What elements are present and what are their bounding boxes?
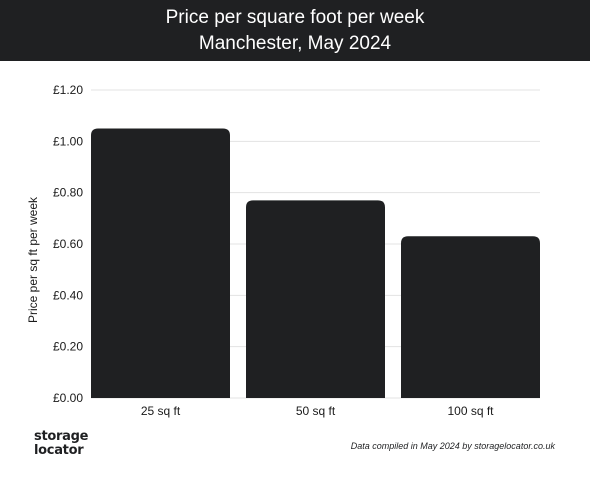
- chart-subtitle: Manchester, May 2024: [198, 33, 392, 54]
- bars: [91, 128, 540, 398]
- y-tick-label: £0.80: [53, 186, 83, 200]
- x-tick-label: 100 sq ft: [447, 404, 494, 418]
- y-tick-label: £0.40: [53, 288, 83, 302]
- storagelocator-logo: storage locator: [34, 430, 154, 458]
- chart-title: Price per square foot per week: [165, 7, 425, 28]
- bar-100-sq-ft: [401, 236, 540, 398]
- chart-header: Price per square foot per week Mancheste…: [0, 0, 590, 61]
- x-axis-ticks: 25 sq ft 50 sq ft 100 sq ft: [141, 404, 494, 418]
- y-tick-label: £0.00: [53, 391, 83, 405]
- y-tick-label: £1.00: [53, 134, 83, 148]
- y-tick-label: £1.20: [53, 83, 83, 97]
- logo-line2: locator: [34, 443, 84, 458]
- y-tick-label: £0.20: [53, 340, 83, 354]
- y-tick-label: £0.60: [53, 237, 83, 251]
- y-axis-ticks: £0.00 £0.20 £0.40 £0.60 £0.80 £1.00 £1.20: [53, 83, 83, 405]
- logo-line1: storage: [34, 429, 89, 444]
- y-axis-label: Price per sq ft per week: [26, 196, 40, 323]
- data-source-note: Data compiled in May 2024 by storageloca…: [350, 441, 555, 451]
- bar-25-sq-ft: [91, 128, 230, 398]
- bar-50-sq-ft: [246, 200, 385, 398]
- x-tick-label: 50 sq ft: [296, 404, 336, 418]
- x-tick-label: 25 sq ft: [141, 404, 181, 418]
